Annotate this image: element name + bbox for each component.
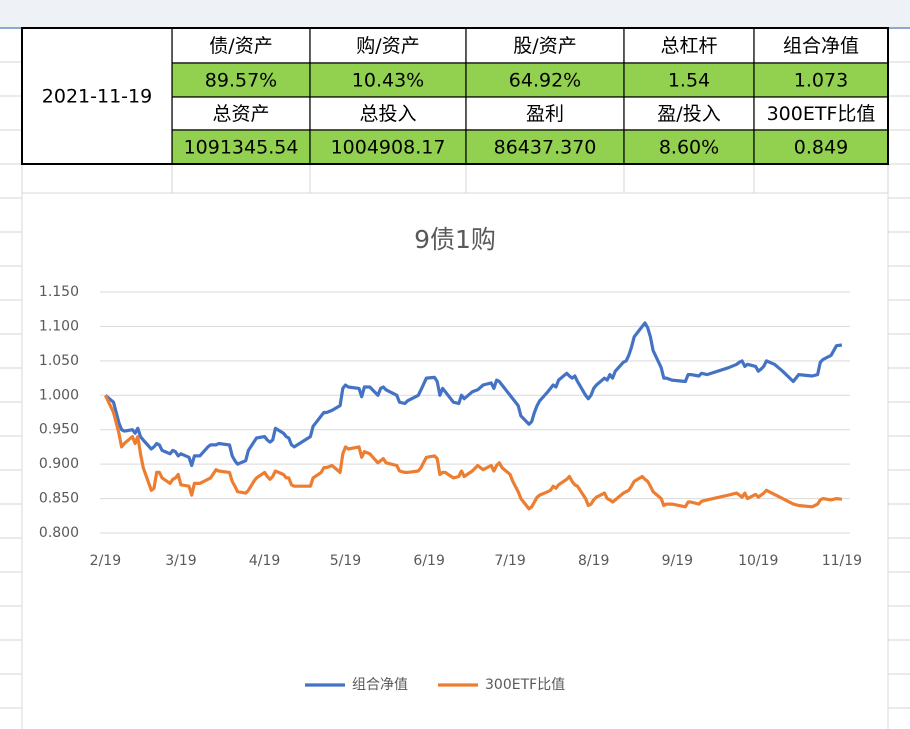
y-tick-label: 1.100 xyxy=(39,318,79,334)
table-cell-text: 盈利 xyxy=(526,103,564,125)
table-cell-text: 0.849 xyxy=(794,137,848,159)
date-cell xyxy=(21,27,173,165)
table-cell xyxy=(465,129,625,165)
y-tick-label: 0.800 xyxy=(39,525,79,541)
x-tick-label: 7/19 xyxy=(494,553,525,569)
table-cell xyxy=(171,96,311,131)
table-cell-text: 1.073 xyxy=(794,70,848,92)
y-tick-label: 0.950 xyxy=(39,422,79,438)
table-cell-text: 股/资产 xyxy=(513,35,576,57)
plot: 0.800 0.850 0.900 0.950 1.000 1.050 1.100 1.150… xyxy=(39,284,862,693)
table-cell xyxy=(309,62,467,98)
y-tick-label: 1.050 xyxy=(39,353,79,369)
x-tick-label: 10/19 xyxy=(738,553,778,569)
table-cell xyxy=(623,27,755,64)
chart-area xyxy=(21,192,889,729)
x-tick-label: 2/19 xyxy=(90,553,121,569)
table-cell xyxy=(171,62,311,98)
header-strip xyxy=(0,0,910,28)
table-cell-text: 总资产 xyxy=(212,103,269,125)
table-cell xyxy=(171,27,311,64)
table-cell xyxy=(465,62,625,98)
table-cell xyxy=(753,27,889,64)
table-cell-text: 总投入 xyxy=(359,103,416,125)
table-cell-text: 64.92% xyxy=(509,70,581,92)
series-line xyxy=(103,394,843,511)
legend-label: 组合净值 xyxy=(352,677,408,693)
x-tick-label: 5/19 xyxy=(330,553,361,569)
table-cell-text: 86437.370 xyxy=(494,137,597,159)
y-tick-label: 0.900 xyxy=(39,456,79,472)
table-cell-text: 1091345.54 xyxy=(184,137,299,159)
table-cell xyxy=(753,96,889,131)
table-cell-text: 购/资产 xyxy=(356,35,419,57)
table-cell xyxy=(309,96,467,131)
x-tick-label: 6/19 xyxy=(413,553,444,569)
table-cell-text: 总杠杆 xyxy=(660,35,717,57)
table-cell-text: 1.54 xyxy=(668,70,710,92)
legend-label: 300ETF比值 xyxy=(485,677,565,693)
series-line xyxy=(104,321,843,468)
x-tick-label: 8/19 xyxy=(578,553,609,569)
x-tick-label: 9/19 xyxy=(662,553,693,569)
x-tick-label: 11/19 xyxy=(822,553,862,569)
y-tick-label: 1.000 xyxy=(39,387,79,403)
summary-table: 债/资产 购/资产 股/资产 总杠杆 组合净值 89.57% 10.43% 64.92% 1.5… xyxy=(21,27,889,165)
table-cell-text: 盈/投入 xyxy=(657,103,720,125)
x-tick-label: 4/19 xyxy=(249,553,280,569)
x-tick-label: 3/19 xyxy=(165,553,196,569)
chart-title: 9债1购 xyxy=(414,225,496,254)
table-cell-text: 债/资产 xyxy=(209,35,272,57)
table-cell-text: 组合净值 xyxy=(783,35,859,57)
table-cell-text: 300ETF比值 xyxy=(767,103,876,125)
table-cell-text: 1004908.17 xyxy=(331,137,446,159)
table-cell xyxy=(753,129,889,165)
table-border xyxy=(21,27,889,165)
table-cell-text: 89.57% xyxy=(205,70,277,92)
table-cell xyxy=(309,27,467,64)
y-tick-label: 0.850 xyxy=(39,491,79,507)
y-tick-label: 1.150 xyxy=(39,284,79,300)
table-cell-text: 10.43% xyxy=(352,70,424,92)
table-cell xyxy=(309,129,467,165)
date-text: 2021-11-19 xyxy=(42,86,152,108)
table-cell-text: 8.60% xyxy=(659,137,719,159)
